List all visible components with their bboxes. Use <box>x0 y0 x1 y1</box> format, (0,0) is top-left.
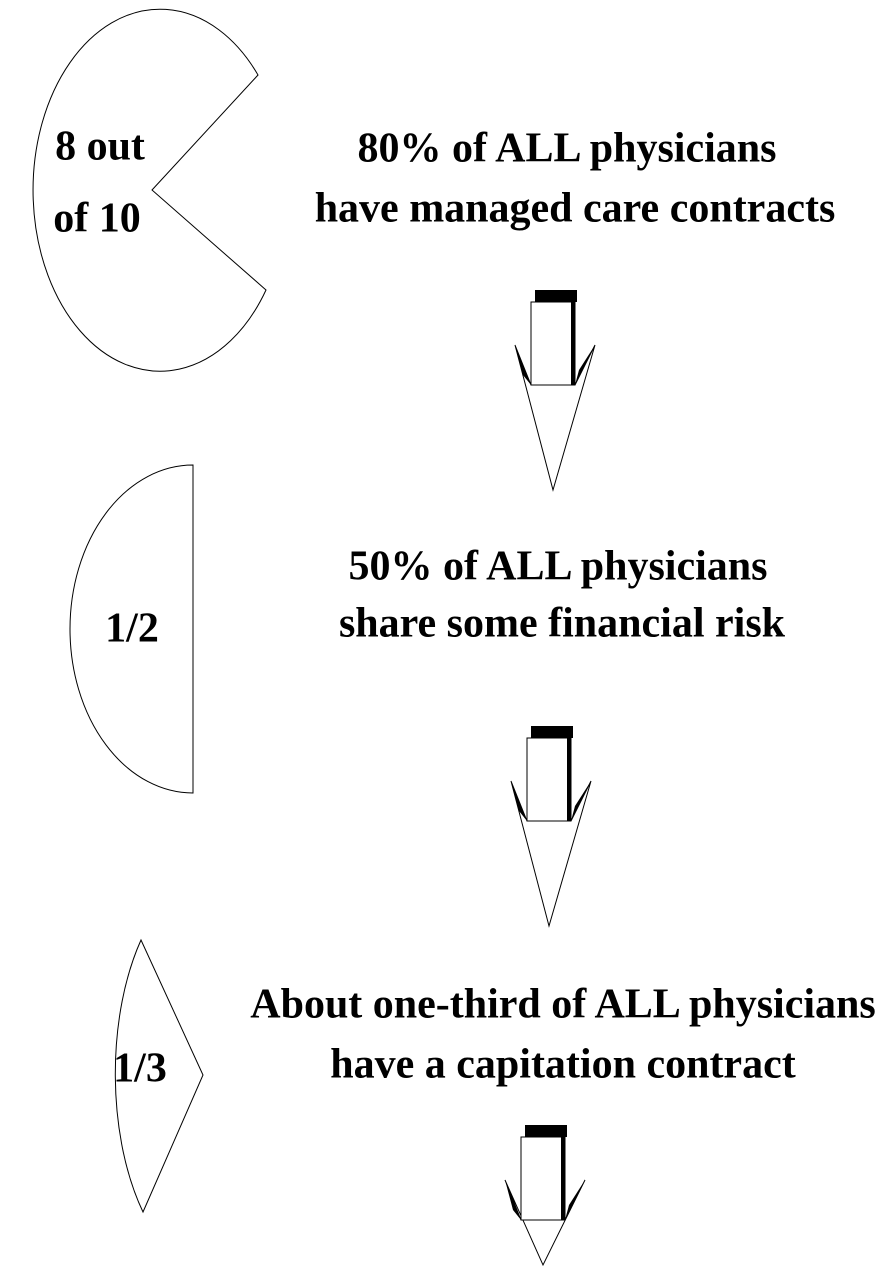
arrow-shaft-shade <box>567 738 571 821</box>
pie-third <box>114 938 204 1214</box>
arrow-shaft <box>526 737 572 822</box>
fraction-label: 1/3 <box>113 1046 167 1092</box>
arrow-shaft-shade <box>561 1137 565 1220</box>
arrow-shade <box>571 781 591 821</box>
arrow-shaft <box>530 301 576 386</box>
step-text: have a capitation contract <box>330 1042 795 1088</box>
pie-half <box>69 464 194 794</box>
step-text: About one-third of ALL physicians <box>250 982 876 1028</box>
arrow-cap <box>531 726 573 738</box>
pie-eight-tenths <box>32 8 267 372</box>
arrow-cap <box>525 1125 567 1137</box>
step-text: share some financial risk <box>339 601 786 647</box>
arrow-shade <box>511 781 527 821</box>
arrows <box>504 290 596 1267</box>
arrow-shaft <box>520 1136 566 1221</box>
arrow-shade <box>575 345 595 385</box>
arrow-shaft-shade <box>571 302 575 385</box>
fraction-label: 8 out <box>55 124 145 170</box>
step-text: 50% of ALL physicians <box>349 544 768 590</box>
step-text: 80% of ALL physicians <box>358 126 777 172</box>
arrow-cap <box>535 290 577 302</box>
arrow-shade <box>515 345 531 385</box>
arrow-shade <box>505 1180 521 1220</box>
step-text: have managed care contracts <box>315 186 836 232</box>
fraction-label: 1/2 <box>105 606 159 652</box>
arrow-shade <box>565 1180 585 1220</box>
fraction-label: of 10 <box>53 196 141 242</box>
